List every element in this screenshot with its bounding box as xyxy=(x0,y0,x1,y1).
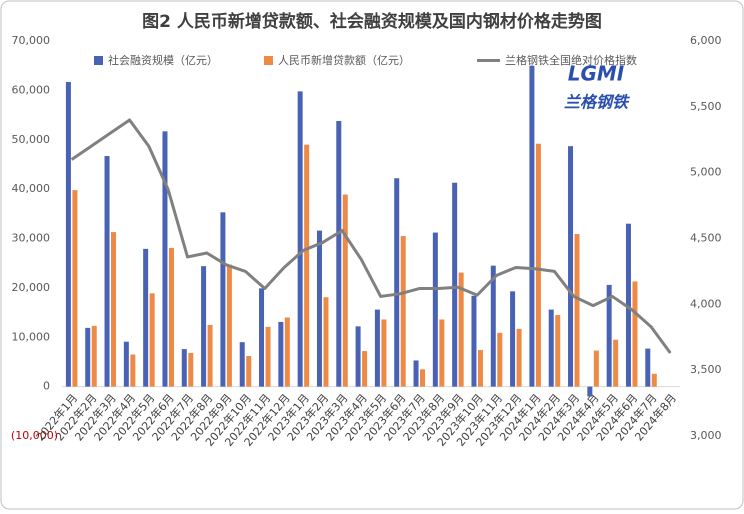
bar xyxy=(432,232,438,387)
bar xyxy=(201,266,207,387)
bar xyxy=(477,350,483,387)
bar xyxy=(555,315,561,387)
bar xyxy=(259,288,265,387)
bar xyxy=(400,236,406,387)
bar xyxy=(239,342,245,387)
bar xyxy=(336,120,342,387)
legend-label: 兰格钢铁全国绝对价格指数 xyxy=(505,53,637,67)
y-tick-label: 0 xyxy=(43,380,50,393)
y-tick-label: (10,000) xyxy=(11,429,58,442)
bar xyxy=(529,65,535,387)
bar xyxy=(606,284,612,387)
bar xyxy=(535,143,541,387)
bar xyxy=(471,295,477,387)
bar xyxy=(374,309,380,387)
bar xyxy=(439,319,445,387)
bar xyxy=(516,328,522,387)
bar xyxy=(362,351,368,387)
bar xyxy=(548,309,554,387)
bar xyxy=(130,354,136,387)
y-tick-label: 30,000 xyxy=(12,232,51,245)
bar xyxy=(574,234,580,387)
bar xyxy=(632,281,638,387)
bar xyxy=(316,230,322,387)
logo-name: 兰格钢铁 xyxy=(564,93,630,112)
bar xyxy=(497,332,503,387)
bar xyxy=(85,327,91,387)
bar xyxy=(297,91,303,387)
bar xyxy=(510,291,516,387)
bar xyxy=(413,360,419,387)
legend-swatch xyxy=(94,56,103,65)
y2-tick-label: 6,000 xyxy=(690,34,722,47)
y2-tick-label: 3,500 xyxy=(690,363,722,376)
legend-label: 人民币新增贷款额（亿元） xyxy=(278,53,410,67)
bar xyxy=(72,190,78,387)
bar xyxy=(91,325,97,387)
bar xyxy=(162,131,168,387)
y2-tick-label: 5,500 xyxy=(690,100,722,113)
bar xyxy=(65,81,71,387)
chart-title: 图2 人民币新增贷款额、社会融资规模及国内钢材价格走势图 xyxy=(142,11,602,32)
bar xyxy=(123,341,129,387)
bar xyxy=(149,293,155,387)
line xyxy=(70,118,672,354)
y-tick-label: 70,000 xyxy=(12,34,51,47)
bar xyxy=(355,326,361,387)
y2-tick-label: 3,000 xyxy=(690,429,722,442)
bar xyxy=(220,212,226,387)
legend-swatch xyxy=(264,56,273,65)
legend-label: 社会融资规模（亿元） xyxy=(108,53,218,67)
bar xyxy=(420,369,426,387)
logo-abbr: LGMI xyxy=(568,62,625,86)
y-tick-label: 20,000 xyxy=(12,281,51,294)
bar xyxy=(304,144,310,387)
bar xyxy=(104,156,110,387)
bar xyxy=(226,264,232,387)
bar xyxy=(188,353,194,387)
bar xyxy=(458,272,464,387)
y-tick-label: 60,000 xyxy=(12,83,51,96)
y2-tick-label: 4,500 xyxy=(690,232,722,245)
bar xyxy=(265,326,271,387)
bar xyxy=(625,223,631,387)
bar xyxy=(593,350,599,387)
bar xyxy=(452,182,458,387)
bar xyxy=(568,146,574,387)
bar xyxy=(613,339,619,387)
y-tick-label: 40,000 xyxy=(12,182,51,195)
bar xyxy=(490,265,496,387)
bar xyxy=(394,178,400,387)
bar xyxy=(284,317,290,387)
bar xyxy=(342,194,348,387)
bar xyxy=(381,319,387,387)
bar xyxy=(207,324,213,387)
bar xyxy=(143,248,149,387)
y2-tick-label: 5,000 xyxy=(690,166,722,179)
bar xyxy=(587,386,593,397)
y-tick-label: 50,000 xyxy=(12,133,51,146)
bar xyxy=(651,373,657,387)
bar xyxy=(323,297,329,387)
bar xyxy=(278,321,284,387)
bar xyxy=(168,247,174,387)
bar xyxy=(246,356,252,387)
bar xyxy=(645,348,651,387)
y2-tick-label: 4,000 xyxy=(690,297,722,310)
bar xyxy=(111,232,117,387)
bar xyxy=(181,349,187,387)
y-tick-label: 10,000 xyxy=(12,330,51,343)
